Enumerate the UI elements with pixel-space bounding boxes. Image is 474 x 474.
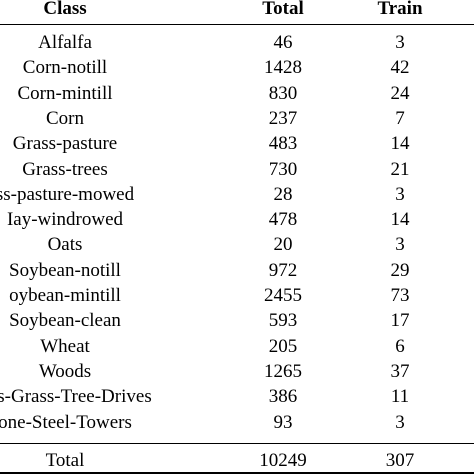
cell: Corn-mintill	[17, 82, 113, 104]
cell: 1428	[264, 57, 302, 79]
cell: 17	[390, 310, 410, 332]
total-cell: 10249	[259, 450, 307, 471]
cell: 20	[273, 234, 293, 256]
cell: 3	[395, 32, 405, 53]
cell: 1265	[264, 360, 302, 382]
cell: 237	[268, 107, 298, 129]
header-rule	[0, 24, 474, 25]
cell: 830	[268, 82, 298, 104]
cell: Grass-trees	[22, 158, 108, 180]
cell: 93	[273, 411, 293, 433]
header-cell: Train	[377, 0, 423, 19]
cell: 3	[395, 411, 405, 433]
cell: 24	[390, 82, 410, 104]
total-cell: 307	[385, 450, 415, 471]
cell: Iay-windrowed	[6, 209, 124, 231]
cell: 6	[395, 335, 405, 357]
cell: Corn	[46, 107, 84, 129]
cell: Woods	[38, 360, 92, 382]
cell: 21	[390, 158, 410, 180]
cell: 46	[273, 32, 293, 53]
cell: Oats	[47, 234, 83, 256]
cell: 2455	[264, 285, 302, 306]
cell: 29	[390, 259, 410, 281]
cell: 42	[390, 57, 410, 79]
cell: 730	[268, 158, 298, 180]
total-rule	[0, 443, 474, 444]
cell: 483	[268, 133, 298, 155]
bottom-rule	[0, 472, 474, 474]
cell: ss-pasture-mowed	[0, 183, 135, 205]
cell: 478	[268, 209, 298, 231]
cell: 3	[395, 183, 405, 205]
cell: 37	[390, 360, 410, 382]
header-cell: Total	[262, 0, 304, 19]
cell: 593	[268, 310, 298, 332]
cell: Grass-pasture	[12, 133, 118, 155]
cell: one-Steel-Towers	[0, 411, 132, 433]
cell: 73	[390, 285, 410, 306]
cell: Alfalfa	[38, 32, 92, 53]
cell: Soybean-clean	[9, 310, 121, 332]
cell: Wheat	[40, 335, 90, 357]
cell: 14	[390, 209, 410, 231]
cell: 972	[268, 259, 298, 281]
cell: oybean-mintill	[9, 285, 121, 306]
total-cell: Total	[45, 450, 85, 471]
cell: 7	[395, 107, 405, 129]
header-cell: Class	[43, 0, 87, 19]
cell: Soybean-notill	[9, 259, 121, 281]
cell: 14	[390, 133, 410, 155]
cell: 386	[268, 386, 298, 408]
cell: ngs-Grass-Tree-Drives	[0, 386, 152, 408]
cell: Corn-notill	[22, 57, 108, 79]
cell: 205	[268, 335, 298, 357]
cell: 3	[395, 234, 405, 256]
cell: 11	[390, 386, 410, 408]
cell: 28	[273, 183, 293, 205]
